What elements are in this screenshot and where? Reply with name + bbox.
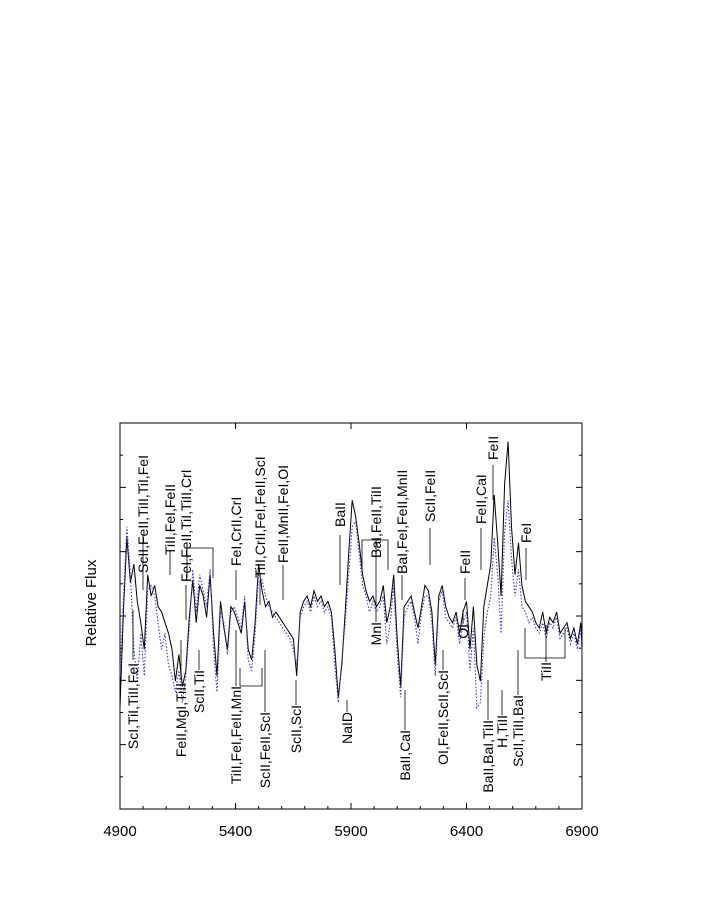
line-id-label: H,TiII bbox=[494, 715, 510, 748]
series-line-2 bbox=[119, 500, 583, 710]
series-layer bbox=[119, 441, 583, 710]
line-id-label: ScII,FeII,TiII,TiI,FeI bbox=[135, 455, 151, 573]
line-id-label: FeII,CaI bbox=[473, 474, 489, 524]
line-id-label: BaII,CaI bbox=[397, 730, 413, 781]
x-tick-label: 6900 bbox=[565, 823, 598, 840]
series-line-1 bbox=[119, 441, 583, 708]
annotation-bracket bbox=[361, 539, 389, 570]
line-id-label: BaI,FeII,TiII bbox=[368, 486, 384, 558]
line-id-label: MnI bbox=[368, 622, 384, 645]
line-id-label: ScII,FeII,ScI bbox=[257, 712, 273, 788]
line-id-label: OI bbox=[455, 624, 471, 639]
line-id-label: BaII bbox=[332, 502, 348, 527]
line-id-label: ScII,FeII bbox=[422, 470, 438, 522]
line-id-label: TiII,FeI,FeII,MnI bbox=[228, 686, 244, 784]
line-id-label: FeII,MgI,TiII bbox=[173, 683, 189, 757]
annotation-bracket bbox=[239, 668, 263, 687]
line-id-label: BaII,BaI,TiII bbox=[480, 720, 496, 793]
axis-ticks bbox=[119, 422, 583, 810]
line-id-label: FeII bbox=[457, 550, 473, 574]
line-id-label: ScII,TiI bbox=[191, 670, 207, 713]
line-id-label: TiII,FeI,FeII bbox=[162, 484, 178, 555]
y-axis-title: Relative Flux bbox=[83, 559, 100, 646]
x-tick-label: 6400 bbox=[450, 823, 483, 840]
line-id-label: FeI,CrII,CrI bbox=[228, 497, 244, 566]
x-tick-label: 5900 bbox=[334, 823, 367, 840]
line-id-label: FeI,FeII,TiI,TiII,CrI bbox=[178, 469, 194, 582]
annotation-bracket bbox=[186, 547, 214, 578]
line-id-label: FeII,MnII,FeI,OI bbox=[275, 465, 291, 563]
annotation-bracket bbox=[524, 628, 566, 659]
line-id-label: NaID bbox=[339, 712, 355, 744]
annotation-layer: ScII,FeII,TiII,TiI,FeI TiII,FeI,FeII FeI,F… bbox=[125, 436, 566, 793]
line-id-label: ScII,TiII,BaI bbox=[510, 695, 526, 767]
line-id-label: TiII bbox=[538, 662, 554, 681]
line-id-label: FeII bbox=[485, 436, 501, 460]
x-tick-labels: 4900 5400 5900 6400 6900 bbox=[103, 823, 598, 840]
line-id-label: BaI,FeI,FeII,MnII bbox=[394, 470, 410, 574]
line-id-label: ScI,TiI,TiII,FeI bbox=[125, 663, 141, 749]
line-id-label: OI,FeII,ScII,ScI bbox=[435, 670, 451, 765]
line-id-label: TiII,CrII,FeI,FeII,ScI bbox=[252, 456, 268, 578]
line-id-label: ScII,ScI bbox=[288, 705, 304, 753]
x-tick-label: 4900 bbox=[103, 823, 136, 840]
x-tick-label: 5400 bbox=[219, 823, 252, 840]
line-id-label: FeI bbox=[518, 523, 534, 543]
